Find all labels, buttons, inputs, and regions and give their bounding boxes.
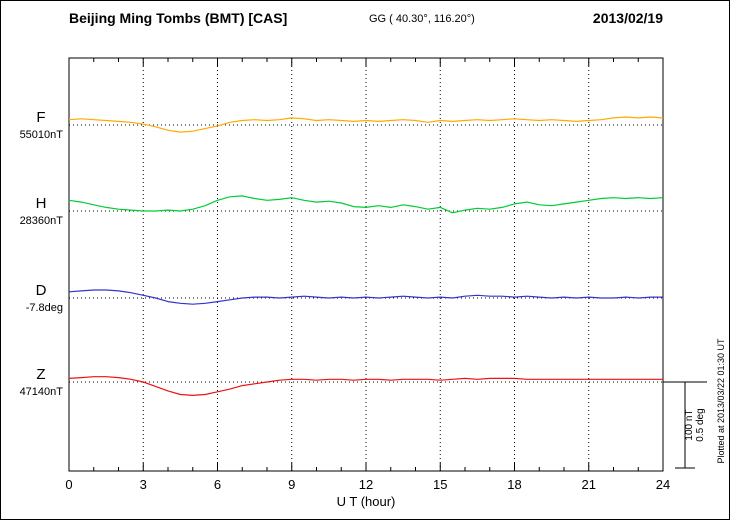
trace-F [68, 116, 664, 133]
x-tick-label-18: 18 [507, 477, 521, 492]
x-tick-label-0: 0 [65, 477, 72, 492]
geographic-coordinates: GG ( 40.30°, 116.20°) [369, 13, 475, 25]
observatory-title: Beijing Ming Tombs (BMT) [CAS] [69, 10, 287, 26]
channel-baseline-value-H: 28360nT [20, 215, 64, 227]
plotted-timestamp-note: Plotted at 2013/03/22 01:30 UT [716, 338, 726, 464]
trace-H [68, 195, 664, 214]
channel-label-Z: Z [36, 366, 45, 383]
channel-label-D: D [36, 282, 47, 299]
x-tick-label-24: 24 [656, 477, 670, 492]
trace-D [68, 289, 663, 305]
scale-label-deg: 0.5 deg [695, 408, 706, 441]
x-tick-label-3: 3 [140, 477, 147, 492]
x-tick-label-15: 15 [433, 477, 447, 492]
channel-baseline-value-Z: 47140nT [20, 386, 64, 398]
record-date: 2013/02/19 [593, 10, 663, 26]
x-tick-label-12: 12 [359, 477, 373, 492]
channel-baseline-value-F: 55010nT [20, 129, 64, 141]
trace-Z [68, 376, 663, 396]
x-tick-label-9: 9 [288, 477, 295, 492]
x-tick-label-21: 21 [582, 477, 596, 492]
channel-label-H: H [36, 195, 47, 212]
channel-label-F: F [36, 109, 45, 126]
x-axis-label: U T (hour) [337, 494, 396, 509]
x-tick-label-6: 6 [214, 477, 221, 492]
channel-baseline-value-D: -7.8deg [26, 302, 63, 314]
scale-label-nt: 100 nT [684, 409, 695, 440]
